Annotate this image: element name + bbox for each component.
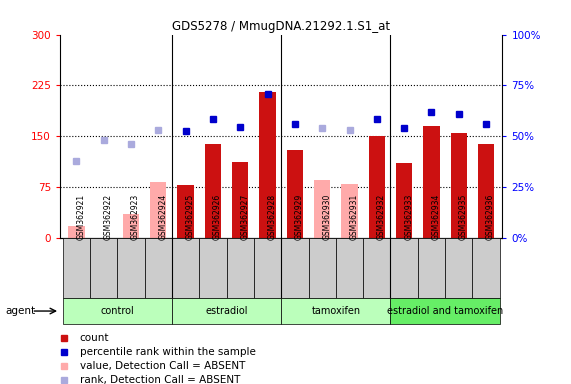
Bar [314, 180, 331, 238]
Bar [472, 238, 500, 298]
Bar [369, 136, 385, 238]
Bar [90, 238, 117, 298]
Bar [287, 150, 303, 238]
Bar [451, 133, 467, 238]
Text: GSM362930: GSM362930 [322, 194, 331, 240]
Text: GSM362929: GSM362929 [295, 194, 304, 240]
Bar [178, 185, 194, 238]
Bar [205, 144, 221, 238]
Bar [63, 238, 90, 298]
Bar [391, 238, 418, 298]
Bar [63, 298, 172, 324]
Title: GDS5278 / MmugDNA.21292.1.S1_at: GDS5278 / MmugDNA.21292.1.S1_at [172, 20, 391, 33]
Text: GSM362927: GSM362927 [240, 194, 250, 240]
Text: rank, Detection Call = ABSENT: rank, Detection Call = ABSENT [80, 375, 240, 384]
Bar [391, 298, 500, 324]
Bar [172, 238, 199, 298]
Text: GSM362933: GSM362933 [404, 194, 413, 240]
Bar [199, 238, 227, 298]
Text: estradiol and tamoxifen: estradiol and tamoxifen [387, 306, 503, 316]
Bar [336, 238, 363, 298]
Bar [341, 184, 357, 238]
Bar [259, 92, 276, 238]
Bar [423, 126, 440, 238]
Bar [172, 298, 281, 324]
Text: GSM362921: GSM362921 [77, 194, 85, 240]
Bar [445, 238, 472, 298]
Bar [144, 238, 172, 298]
Text: GSM362925: GSM362925 [186, 194, 195, 240]
Text: tamoxifen: tamoxifen [311, 306, 360, 316]
Bar [282, 238, 308, 298]
Bar [396, 164, 412, 238]
Text: value, Detection Call = ABSENT: value, Detection Call = ABSENT [80, 361, 245, 371]
Bar [117, 238, 144, 298]
Bar [363, 238, 391, 298]
Text: GSM362923: GSM362923 [131, 194, 140, 240]
Text: GSM362928: GSM362928 [268, 194, 276, 240]
Text: agent: agent [6, 306, 36, 316]
Text: GSM362924: GSM362924 [158, 194, 167, 240]
Bar [418, 238, 445, 298]
Bar [68, 226, 85, 238]
Text: GSM362922: GSM362922 [104, 194, 112, 240]
Text: count: count [80, 333, 110, 343]
Bar [478, 144, 494, 238]
Bar [282, 298, 391, 324]
Bar [123, 214, 139, 238]
Bar [227, 238, 254, 298]
Text: GSM362934: GSM362934 [432, 194, 440, 240]
Text: percentile rank within the sample: percentile rank within the sample [80, 347, 256, 357]
Text: GSM362935: GSM362935 [459, 194, 468, 240]
Text: GSM362926: GSM362926 [213, 194, 222, 240]
Text: estradiol: estradiol [206, 306, 248, 316]
Bar [150, 182, 167, 238]
Text: GSM362932: GSM362932 [377, 194, 386, 240]
Bar [232, 162, 248, 238]
Text: GSM362936: GSM362936 [486, 194, 495, 240]
Text: GSM362931: GSM362931 [349, 194, 359, 240]
Bar [254, 238, 282, 298]
Bar [308, 238, 336, 298]
Text: control: control [100, 306, 134, 316]
